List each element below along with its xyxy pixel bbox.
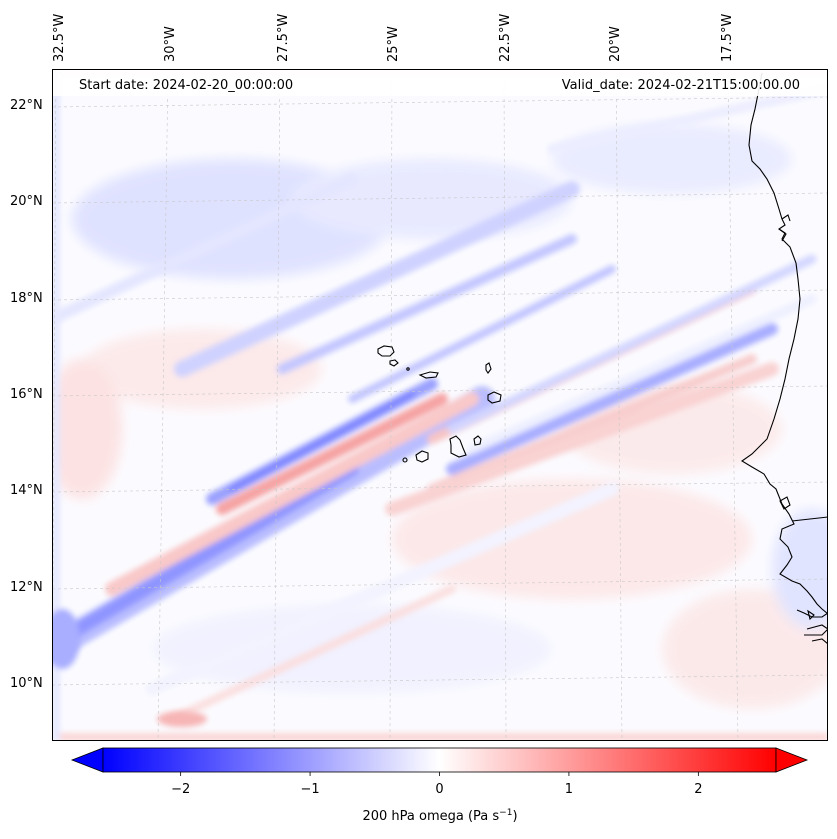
omega-field-broad — [52, 124, 828, 709]
colorbar-tick-label: 2 — [694, 782, 702, 797]
island-santiago — [449, 435, 467, 458]
lat-tick-label: 20°N — [10, 194, 43, 209]
colorbar-tick-label: 0 — [435, 782, 443, 797]
colorbar-gradient — [102, 747, 777, 773]
africa-coastline — [740, 72, 828, 645]
valid-date-label: Valid_date: 2024-02-21T15:00:00.00 — [561, 78, 800, 93]
island-santo-antao — [377, 345, 395, 357]
start-date-label: Start date: 2024-02-20_00:00:00 — [79, 78, 294, 93]
map-panel — [52, 69, 828, 741]
lon-tick-label: 25°W — [386, 26, 401, 62]
omega-field-bands — [52, 84, 828, 723]
cape-verde-islands — [377, 345, 502, 463]
colorbar-tick-label: −2 — [171, 782, 190, 797]
island-santa-luzia — [406, 367, 410, 371]
header-strip — [52, 69, 828, 96]
colorbar-high-extend — [775, 747, 809, 773]
colorbar: −2 −1 0 1 2 200 hPa omega (Pa s−1) — [70, 747, 809, 824]
island-sao-nicolau — [418, 371, 439, 379]
island-maio — [473, 435, 482, 446]
colorbar-title: 200 hPa omega (Pa s−1) — [362, 808, 517, 824]
island-sao-vicente — [389, 359, 399, 367]
lon-tick-label: 27.5°W — [276, 13, 291, 62]
lon-tick-label: 20°W — [608, 26, 623, 62]
colorbar-low-extend — [70, 747, 104, 773]
lat-tick-label: 14°N — [10, 483, 43, 498]
island-boa-vista — [487, 391, 502, 404]
lon-tick-label: 17.5°W — [720, 13, 735, 62]
colorbar-tick-label: 1 — [565, 782, 573, 797]
lon-tick-label: 32.5°W — [52, 13, 67, 62]
graticule — [52, 69, 828, 741]
island-sal — [485, 362, 492, 374]
lon-tick-label: 30°W — [163, 26, 178, 62]
lat-tick-label: 18°N — [10, 291, 43, 306]
colorbar-tick-label: −1 — [300, 782, 319, 797]
lon-tick-label: 22.5°W — [498, 13, 513, 62]
island-brava — [402, 457, 408, 463]
island-fogo — [415, 450, 429, 463]
lat-tick-label: 10°N — [10, 676, 43, 691]
lat-tick-label: 12°N — [10, 580, 43, 595]
lat-tick-label: 22°N — [10, 98, 43, 113]
lat-tick-label: 16°N — [10, 387, 43, 402]
